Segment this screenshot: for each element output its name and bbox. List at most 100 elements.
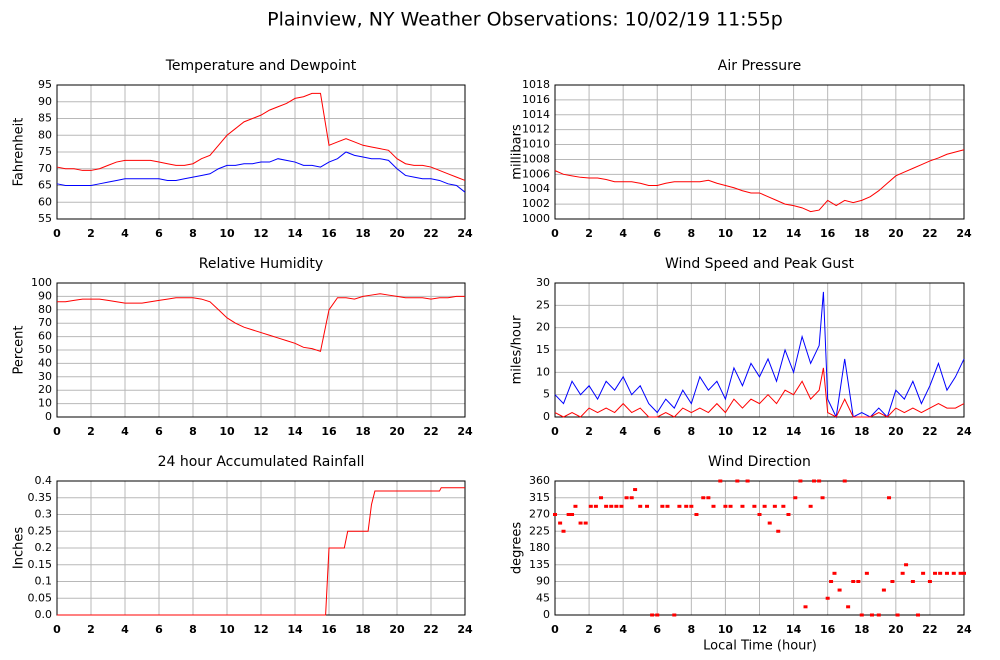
- data-point: [895, 613, 900, 617]
- y-tick-label: 1018: [522, 78, 550, 91]
- data-point: [927, 580, 932, 583]
- y-tick-label: 15: [536, 343, 550, 356]
- y-tick-label: 315: [529, 491, 550, 504]
- x-tick-label: 16: [820, 227, 836, 240]
- x-tick-label: 12: [253, 425, 268, 438]
- x-tick-label: 16: [321, 623, 337, 636]
- data-point: [638, 504, 643, 508]
- data-point: [619, 504, 624, 508]
- x-tick-label: 14: [287, 227, 303, 240]
- y-axis-label: degrees: [510, 522, 525, 575]
- x-tick-label: 0: [53, 623, 61, 636]
- x-tick-label: 0: [551, 623, 559, 636]
- data-line: [554, 291, 965, 419]
- x-tick-label: 8: [688, 623, 696, 636]
- y-tick-label: 0.05: [28, 591, 53, 604]
- data-point: [614, 504, 619, 508]
- y-tick-label: 85: [38, 112, 52, 125]
- chart-title: 24 hour Accumulated Rainfall: [158, 454, 365, 470]
- x-tick-label: 18: [854, 425, 869, 438]
- x-tick-label: 24: [457, 425, 473, 438]
- y-tick-label: 0: [543, 410, 550, 423]
- y-tick-label: 0.1: [35, 575, 53, 588]
- data-point: [689, 504, 694, 508]
- data-point: [558, 521, 563, 525]
- x-tick-label: 10: [219, 227, 235, 240]
- x-tick-label: 24: [956, 623, 972, 636]
- x-tick-label: 2: [585, 227, 593, 240]
- y-tick-label: 0.25: [28, 524, 53, 537]
- y-tick-label: 30: [536, 276, 550, 289]
- y-tick-label: 45: [536, 591, 550, 604]
- y-tick-label: 0: [543, 608, 550, 621]
- plot-frame: [56, 282, 466, 418]
- y-tick-label: 1004: [522, 182, 550, 195]
- data-point: [629, 496, 634, 500]
- data-point: [762, 504, 767, 508]
- data-point: [837, 588, 842, 592]
- y-tick-label: 100: [31, 276, 52, 289]
- data-point: [915, 613, 920, 617]
- data-point: [604, 504, 609, 508]
- y-tick-label: 1000: [522, 212, 550, 225]
- data-point: [846, 605, 851, 609]
- x-tick-label: 8: [688, 227, 696, 240]
- data-point: [859, 613, 864, 617]
- data-point: [803, 605, 808, 609]
- y-tick-label: 1006: [522, 167, 550, 180]
- x-tick-label: 22: [922, 227, 937, 240]
- data-point: [701, 496, 706, 500]
- y-tick-label: 95: [38, 78, 52, 91]
- x-tick-label: 12: [752, 623, 767, 636]
- x-tick-label: 2: [87, 227, 95, 240]
- y-tick-label: 180: [529, 541, 550, 554]
- data-point: [904, 563, 909, 567]
- data-point: [593, 504, 598, 508]
- data-point: [864, 571, 869, 575]
- y-tick-label: 360: [529, 474, 550, 487]
- x-tick-label: 8: [189, 623, 197, 636]
- y-tick-label: 0.2: [35, 541, 53, 554]
- x-tick-label: 14: [786, 623, 802, 636]
- y-tick-label: 90: [38, 95, 52, 108]
- y-axis-label: Fahrenheit: [12, 118, 27, 187]
- y-tick-label: 30: [38, 370, 52, 383]
- data-line: [57, 487, 465, 616]
- data-point: [723, 504, 728, 508]
- data-point: [599, 496, 604, 500]
- data-point: [944, 571, 949, 575]
- data-point: [718, 479, 723, 483]
- y-axis-label: millibars: [510, 124, 525, 180]
- data-point: [624, 496, 629, 500]
- x-tick-label: 0: [53, 425, 61, 438]
- data-line: [56, 92, 466, 181]
- chart-title: Wind Direction: [708, 454, 811, 470]
- y-tick-label: 80: [38, 128, 52, 141]
- data-point: [570, 513, 575, 516]
- x-tick-label: 10: [219, 425, 235, 438]
- x-tick-label: 2: [585, 623, 593, 636]
- data-point: [745, 479, 750, 483]
- y-tick-label: 0.35: [28, 491, 53, 504]
- y-tick-label: 90: [536, 575, 550, 588]
- data-point: [958, 571, 963, 575]
- data-point: [665, 504, 670, 508]
- data-point: [706, 496, 711, 500]
- x-tick-label: 22: [423, 425, 438, 438]
- y-tick-label: 1014: [522, 108, 550, 121]
- data-point: [633, 488, 638, 492]
- data-point: [772, 504, 777, 508]
- y-tick-label: 20: [38, 383, 52, 396]
- x-tick-label: 0: [551, 425, 559, 438]
- x-tick-label: 8: [189, 227, 197, 240]
- data-point: [851, 580, 856, 583]
- x-tick-label: 18: [355, 425, 370, 438]
- data-point: [583, 521, 588, 525]
- x-tick-label: 6: [653, 425, 661, 438]
- x-tick-label: 4: [121, 623, 129, 636]
- y-tick-label: 50: [38, 343, 52, 356]
- chart-title: Relative Humidity: [199, 256, 323, 272]
- data-point: [566, 513, 571, 516]
- data-point: [842, 479, 847, 483]
